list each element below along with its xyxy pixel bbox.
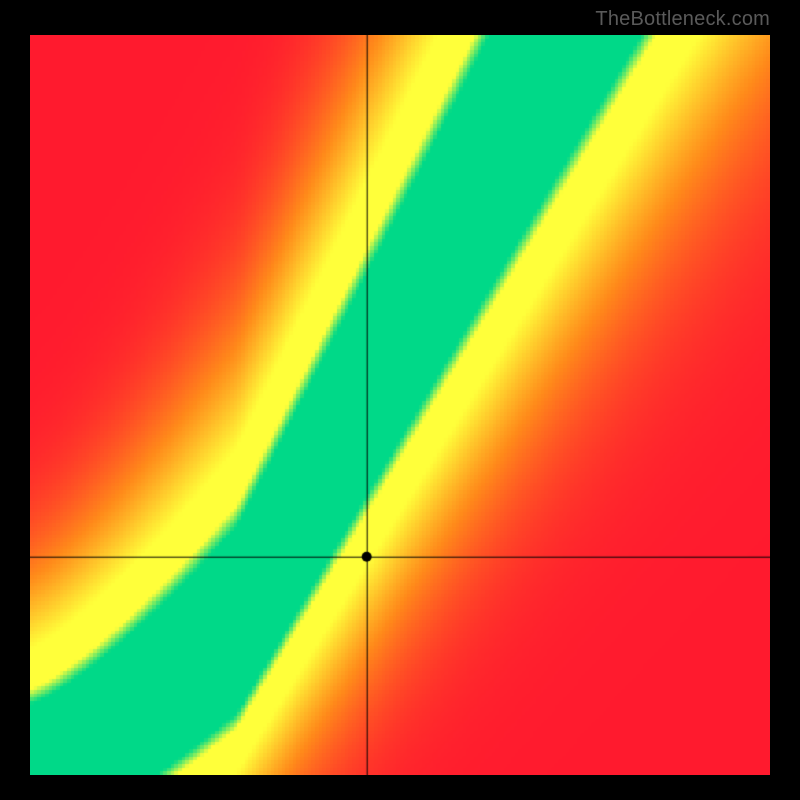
plot-area xyxy=(30,35,770,775)
heatmap-canvas xyxy=(30,35,770,775)
chart-container: TheBottleneck.com xyxy=(0,0,800,800)
watermark-text: TheBottleneck.com xyxy=(595,8,770,31)
